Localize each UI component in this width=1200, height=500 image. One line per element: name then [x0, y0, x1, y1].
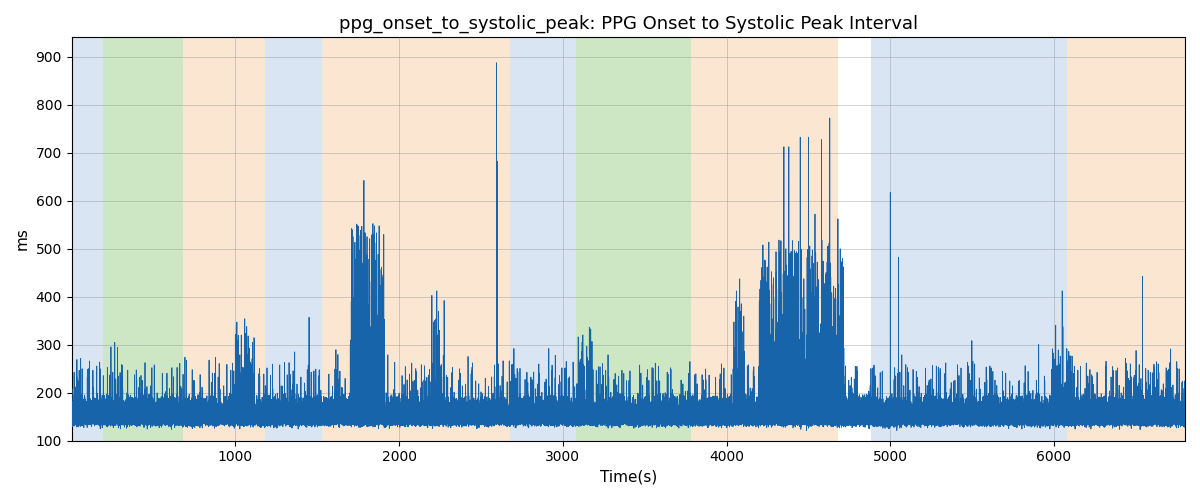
Bar [265, 38, 322, 440]
Bar [182, 38, 265, 440]
Bar [72, 38, 103, 440]
Bar [322, 38, 510, 440]
Y-axis label: ms: ms [16, 228, 30, 250]
Bar [576, 38, 690, 440]
X-axis label: Time(s): Time(s) [600, 470, 656, 485]
Bar [510, 38, 576, 440]
Bar [690, 38, 838, 440]
Title: ppg_onset_to_systolic_peak: PPG Onset to Systolic Peak Interval: ppg_onset_to_systolic_peak: PPG Onset to… [338, 15, 918, 34]
Bar [1067, 38, 1186, 440]
Bar [871, 38, 1067, 440]
Bar [103, 38, 182, 440]
